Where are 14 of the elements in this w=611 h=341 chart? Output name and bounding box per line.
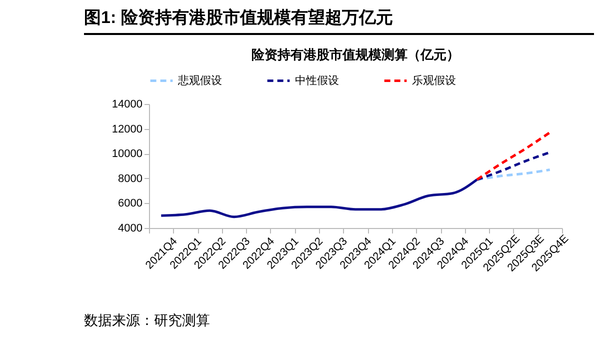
legend-label: 中性假设 [295,74,339,87]
legend-label: 乐观假设 [412,74,456,87]
y-tick-label: 6000 [118,198,142,210]
legend-label: 悲观假设 [177,74,222,87]
source-note: 数据来源：研究测算 [84,312,210,330]
chart-title: 图1: 险资持有港股市值规模有望超万亿元 [84,6,594,35]
chart-subtitle: 险资持有港股市值规模测算（亿元） [252,47,460,62]
y-tick-label: 10000 [112,148,142,160]
y-tick-label: 14000 [112,98,142,110]
y-tick-label: 12000 [112,123,142,136]
line-series [476,168,552,181]
y-tick-label: 4000 [118,222,142,234]
y-tick-label: 8000 [118,172,142,185]
line-series [476,131,552,181]
